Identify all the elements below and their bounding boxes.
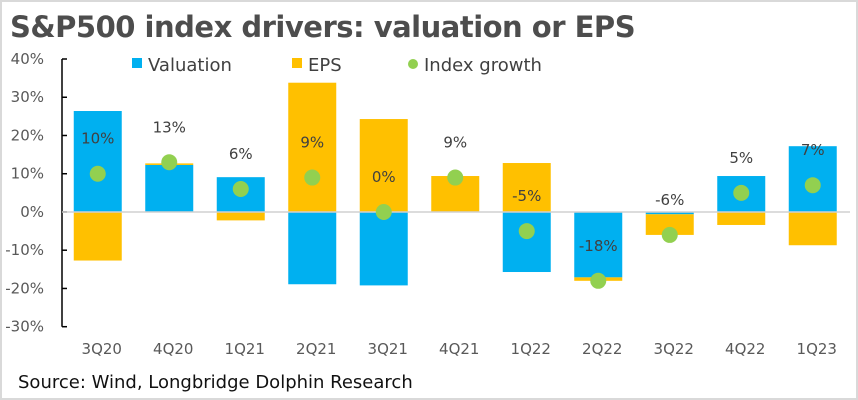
chart-title: S&P500 index drivers: valuation or EPS <box>10 10 636 44</box>
eps-bar <box>645 214 694 235</box>
index-growth-label: -6% <box>655 191 684 209</box>
index-growth-point <box>89 165 106 182</box>
y-tick-label: 40% <box>11 50 44 68</box>
y-tick-label: 20% <box>11 126 44 144</box>
x-tick-label: 3Q21 <box>368 340 408 358</box>
x-tick-label: 2Q21 <box>296 340 336 358</box>
index-growth-point <box>804 177 821 194</box>
x-tick-label: 2Q22 <box>582 340 622 358</box>
eps-bar <box>502 163 551 212</box>
x-tick-label: 3Q20 <box>82 340 122 358</box>
index-growth-point <box>161 154 178 171</box>
valuation-bar <box>145 164 194 212</box>
index-growth-point <box>733 184 750 201</box>
y-tick-label: 10% <box>11 165 44 183</box>
legend-label: EPS <box>308 55 342 76</box>
eps-bar <box>216 211 265 221</box>
valuation-bar <box>574 211 623 278</box>
y-tick-label: 30% <box>11 88 44 106</box>
legend-label: Index growth <box>424 55 542 76</box>
index-growth-point <box>661 226 678 243</box>
index-growth-point <box>518 223 535 240</box>
y-tick-label: 0% <box>20 203 44 221</box>
index-growth-label: 13% <box>153 118 186 136</box>
eps-bar <box>359 119 408 212</box>
y-tick-label: -30% <box>5 318 44 336</box>
x-tick-label: 3Q22 <box>654 340 694 358</box>
index-growth-point <box>590 272 607 289</box>
x-tick-label: 1Q22 <box>511 340 551 358</box>
x-tick-label: 4Q20 <box>153 340 193 358</box>
index-growth-label: -5% <box>512 187 541 205</box>
index-growth-label: 9% <box>300 134 324 152</box>
index-growth-label: -18% <box>579 237 618 255</box>
x-tick-label: 4Q22 <box>725 340 765 358</box>
index-growth-point <box>232 181 249 198</box>
index-growth-point <box>304 169 321 186</box>
legend-label: Valuation <box>148 55 232 76</box>
valuation-bar <box>288 211 337 285</box>
index-growth-label: 10% <box>81 130 114 148</box>
x-tick-label: 1Q23 <box>797 340 837 358</box>
index-growth-label: 0% <box>372 168 396 186</box>
x-tick-label: 4Q21 <box>439 340 479 358</box>
eps-bar <box>288 82 337 212</box>
valuation-bar <box>502 211 551 273</box>
eps-bar <box>717 211 766 225</box>
eps-bar <box>73 211 122 261</box>
index-growth-label: 6% <box>229 145 253 163</box>
index-growth-label: 7% <box>801 141 825 159</box>
valuation-bar <box>645 211 694 215</box>
index-growth-label: 9% <box>443 134 467 152</box>
valuation-bar <box>359 211 408 286</box>
legend-swatch-eps <box>292 58 302 68</box>
y-tick-label: -20% <box>5 279 44 297</box>
y-tick-label: -10% <box>5 241 44 259</box>
eps-bar <box>788 211 837 246</box>
chart-source: Source: Wind, Longbridge Dolphin Researc… <box>18 372 413 393</box>
index-growth-point <box>375 203 392 220</box>
legend-swatch-index-growth <box>408 59 418 69</box>
index-growth-label: 5% <box>729 149 753 167</box>
legend-swatch-valuation <box>132 58 142 68</box>
valuation-bar <box>73 111 122 212</box>
index-growth-point <box>447 169 464 186</box>
x-tick-label: 1Q21 <box>225 340 265 358</box>
